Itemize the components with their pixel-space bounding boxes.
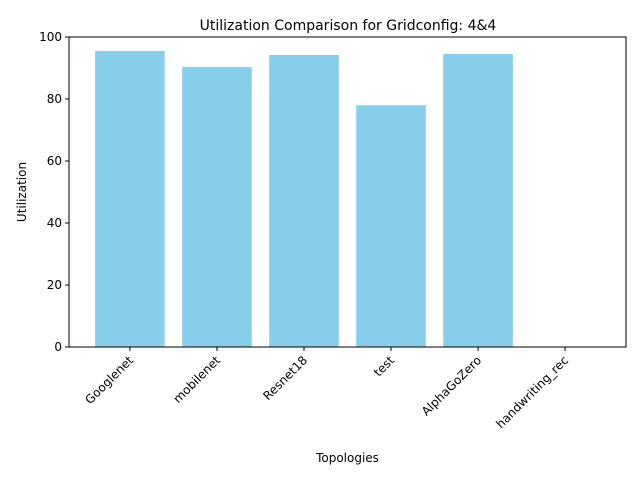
y-tick-label: 60 [47, 154, 62, 168]
x-axis-label: Topologies [315, 451, 379, 465]
y-tick-label: 80 [47, 92, 62, 106]
bar-AlphaGoZero [443, 54, 513, 348]
plot-frame [68, 36, 627, 348]
bar-Googlenet [95, 50, 165, 347]
y-axis-ticks: 0 20 40 60 80 100 [39, 30, 69, 354]
bar-test [356, 105, 426, 347]
y-tick-label: 0 [54, 340, 62, 354]
x-tick-label: AlphaGoZero [419, 353, 484, 418]
x-tick-label: test [371, 353, 397, 379]
bar-group [95, 50, 513, 348]
y-tick-label: 40 [47, 216, 62, 230]
x-axis-ticks: Googlenet mobilenet Resnet18 test AlphaGoZer… [82, 347, 571, 431]
x-tick-label: mobilenet [170, 353, 223, 406]
y-tick-label: 20 [47, 278, 62, 292]
x-tick-label: Googlenet [82, 353, 136, 407]
bar-Resnet18 [269, 54, 339, 347]
y-tick-label: 100 [39, 30, 62, 44]
chart-title: Utilization Comparison for Gridconfig: 4… [200, 18, 497, 34]
y-axis-label: Utilization [15, 162, 29, 222]
x-tick-label: Resnet18 [260, 353, 310, 403]
x-tick-label: handwriting_rec [493, 353, 571, 431]
bar-mobilenet [182, 67, 252, 347]
